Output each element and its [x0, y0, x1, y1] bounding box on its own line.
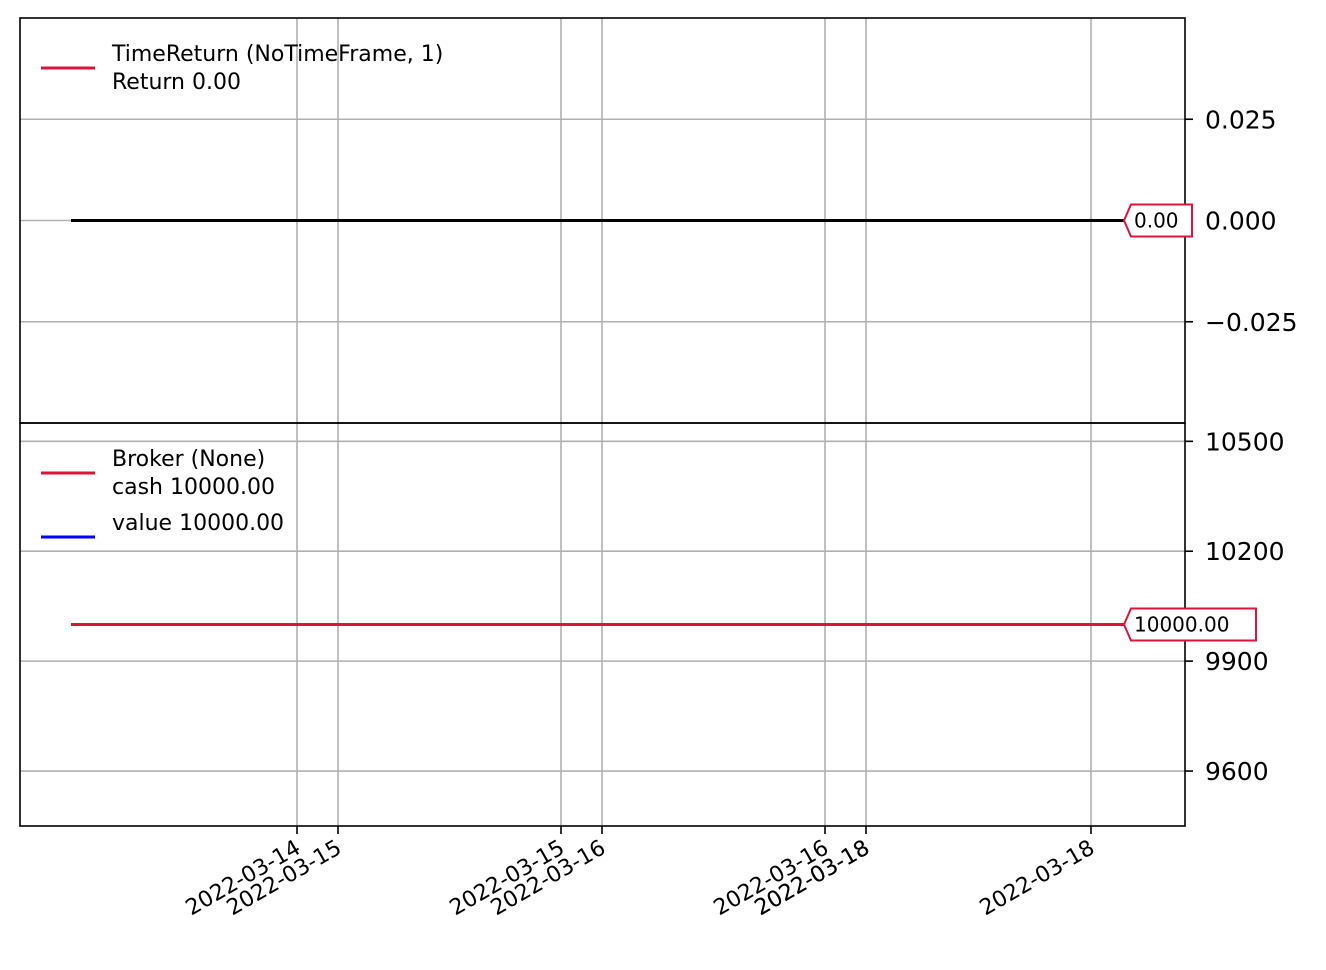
legend-label: Broker (None) [112, 447, 265, 472]
legend-sublabel: Return 0.00 [112, 70, 241, 95]
series-layer [71, 219, 1124, 626]
value-tag-layer: 0.00 10000.00 [1122, 203, 1257, 642]
y-tick-label: 0.000 [1205, 207, 1277, 236]
legend-label: TimeReturn (NoTimeFrame, 1) [111, 42, 443, 67]
legend-layer: TimeReturn (NoTimeFrame, 1) Return 0.00 Br… [41, 42, 443, 539]
y-tick-label: 0.025 [1205, 105, 1277, 134]
y-tick-label: 10200 [1205, 537, 1285, 566]
grid-layer [20, 18, 1185, 826]
y-tick-label: −0.025 [1205, 308, 1298, 337]
last-value-tag-text: 0.00 [1134, 209, 1179, 233]
last-value-tag [1122, 607, 1257, 642]
last-value-tag [1122, 203, 1193, 238]
y-tick-label: 9600 [1205, 757, 1269, 786]
legend-label: value 10000.00 [112, 511, 284, 536]
y-tick-layer: 0.025 0.000 −0.025 10500 10200 9900 9600 [1185, 105, 1298, 786]
y-tick-label: 9900 [1205, 647, 1269, 676]
y-tick-label: 10500 [1205, 427, 1285, 456]
last-value-tag-text: 10000.00 [1134, 613, 1229, 637]
x-tick-label: 2022-03-18 [976, 836, 1099, 922]
legend-sublabel: cash 10000.00 [112, 475, 275, 500]
